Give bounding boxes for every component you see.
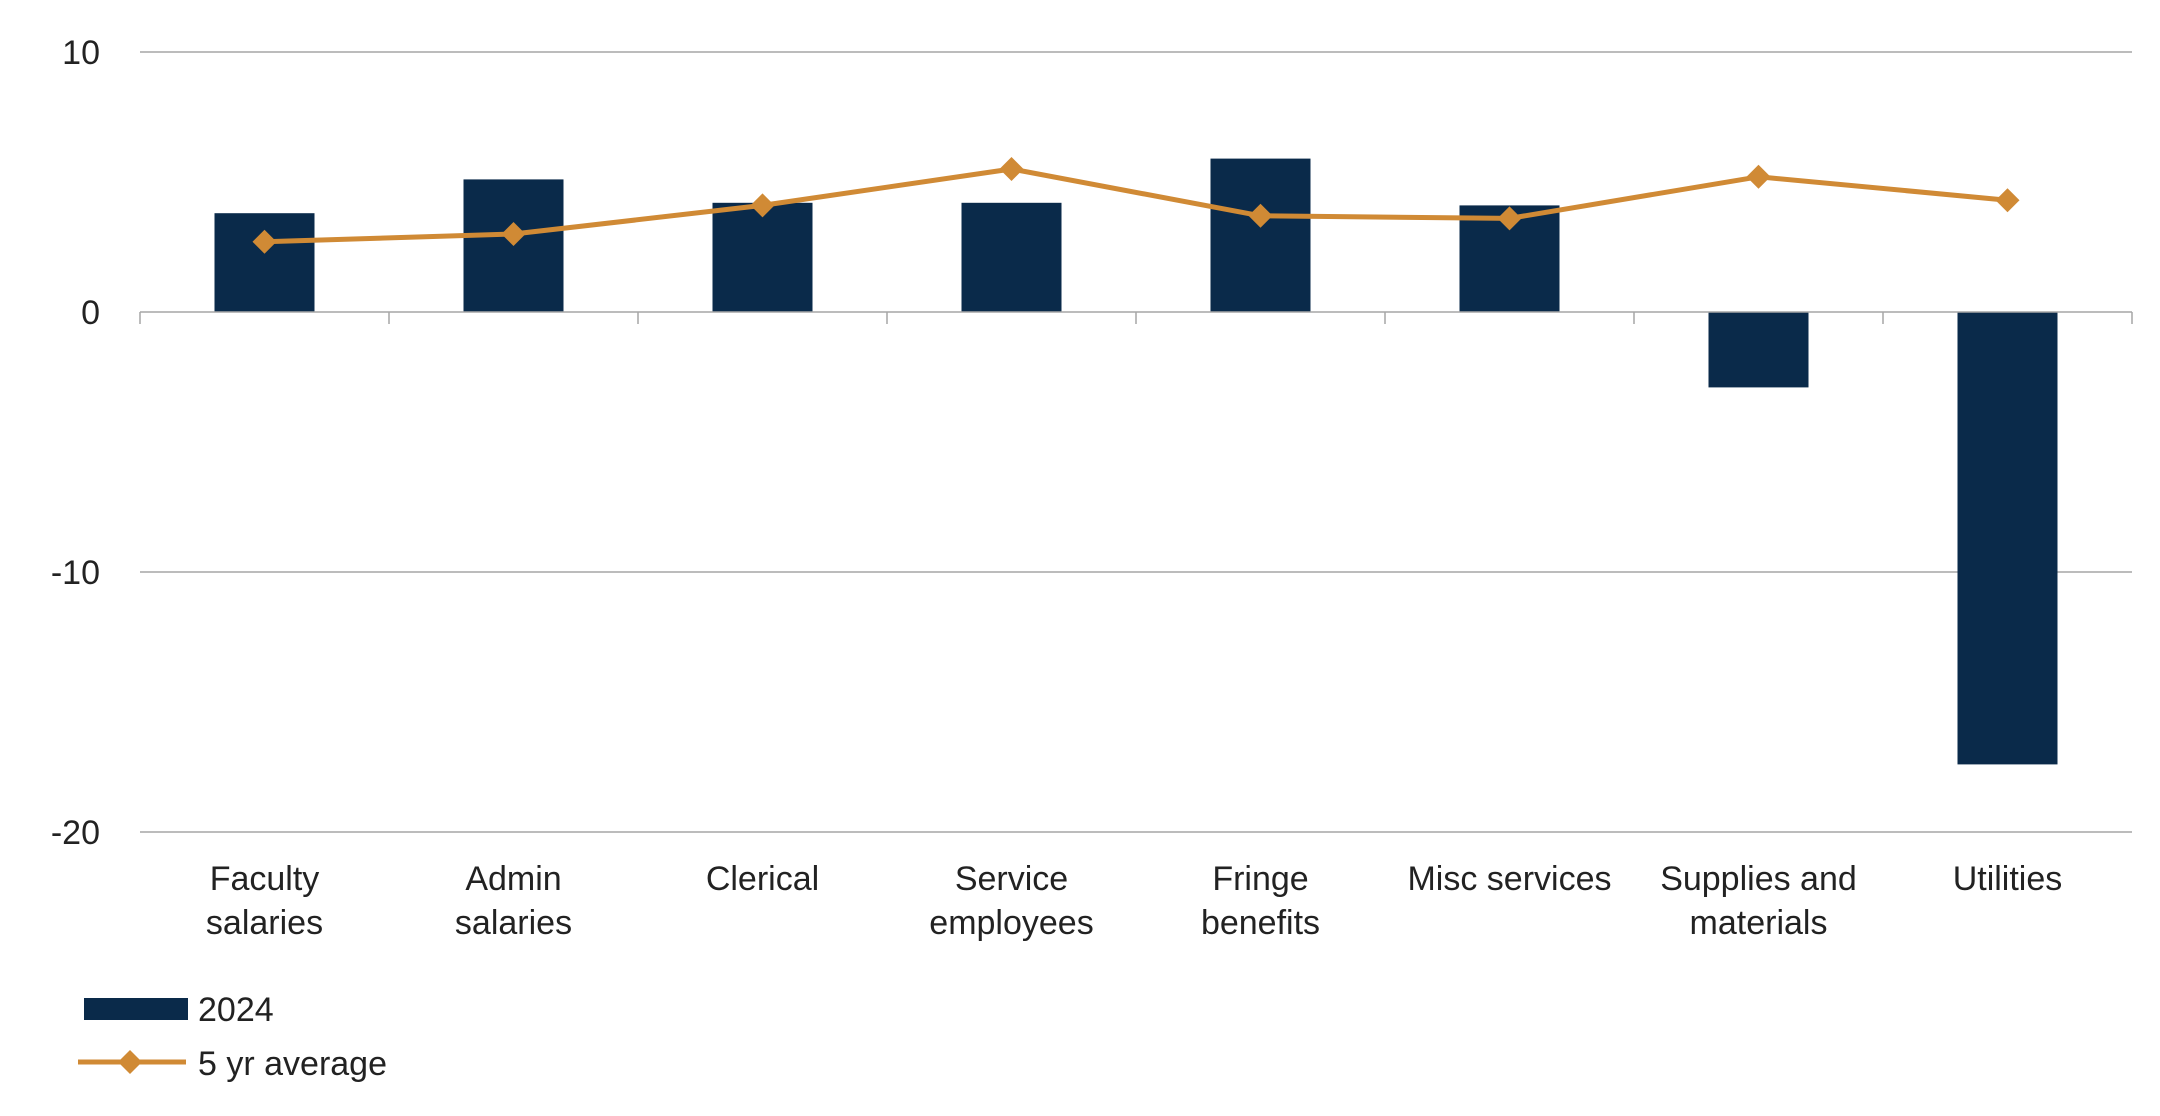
marker-5yr-average-admin-salaries — [501, 222, 526, 246]
legend-swatch-5yr-average-marker — [118, 1050, 142, 1074]
line-5yr-average — [264, 166, 2008, 245]
y-axis-tick-labels: 10 0 -10 -20 — [51, 34, 100, 852]
x-category-label-service-employees: Service employees — [929, 860, 1093, 942]
legend-swatch-2024 — [84, 998, 188, 1020]
x-category-label-clerical: Clerical — [706, 860, 819, 898]
bar-utilities — [1957, 312, 2058, 765]
legend-label-2024: 2024 — [198, 991, 274, 1029]
marker-5yr-average-faculty-salaries — [252, 229, 277, 254]
y-tick-label: -10 — [51, 554, 100, 592]
x-category-label-admin-salaries: Admin salaries — [455, 860, 572, 942]
x-category-label-line: employees — [929, 904, 1093, 942]
bar-service-employees — [961, 202, 1062, 312]
gridlines — [140, 51, 2132, 833]
bar-series-2024 — [214, 158, 2058, 765]
bar-faculty-salaries — [214, 213, 315, 312]
marker-5yr-average-service-employees — [999, 157, 1024, 181]
bar-clerical — [712, 202, 813, 312]
bar-supplies-and-materials — [1708, 312, 1809, 388]
x-category-label-line: Clerical — [706, 860, 819, 898]
x-category-label-fringe-benefits: Fringe benefits — [1201, 860, 1320, 942]
x-category-label-line: materials — [1690, 904, 1828, 942]
x-category-label-line: Utilities — [1953, 860, 2063, 898]
marker-5yr-average-supplies-and-materials — [1746, 164, 1771, 189]
legend: 2024 5 yr average — [78, 991, 387, 1083]
bar-fringe-benefits — [1210, 158, 1311, 312]
marker-5yr-average-utilities — [1995, 188, 2020, 213]
marker-5yr-average-clerical — [750, 193, 775, 218]
y-tick-label: -20 — [51, 814, 100, 852]
x-category-label-line: benefits — [1201, 904, 1320, 942]
x-category-label-line: Supplies and — [1660, 860, 1857, 898]
x-category-label-line: Fringe — [1212, 860, 1308, 898]
x-category-label-misc-services: Misc services — [1407, 860, 1611, 898]
line-series-5yr-average — [252, 157, 2020, 254]
marker-5yr-average-fringe-benefits — [1248, 203, 1273, 228]
x-axis-category-labels: Faculty salaries Admin salaries Clerical Serv… — [206, 860, 2062, 942]
x-category-label-line: salaries — [206, 904, 323, 942]
marker-5yr-average-misc-services — [1497, 206, 1522, 231]
x-axis — [139, 311, 2133, 324]
x-category-label-line: salaries — [455, 904, 572, 942]
x-category-label-line: Admin — [465, 860, 561, 898]
y-tick-label: 0 — [81, 294, 100, 332]
x-category-label-faculty-salaries: Faculty salaries — [206, 860, 323, 942]
x-category-label-supplies-and-materials: Supplies and materials — [1660, 860, 1857, 942]
x-category-label-utilities: Utilities — [1953, 860, 2063, 898]
x-category-label-line: Faculty — [210, 860, 320, 898]
x-category-label-line: Misc services — [1407, 860, 1611, 898]
x-category-label-line: Service — [955, 860, 1068, 898]
legend-label-5yr-average: 5 yr average — [198, 1045, 387, 1083]
y-tick-label: 10 — [62, 34, 100, 72]
